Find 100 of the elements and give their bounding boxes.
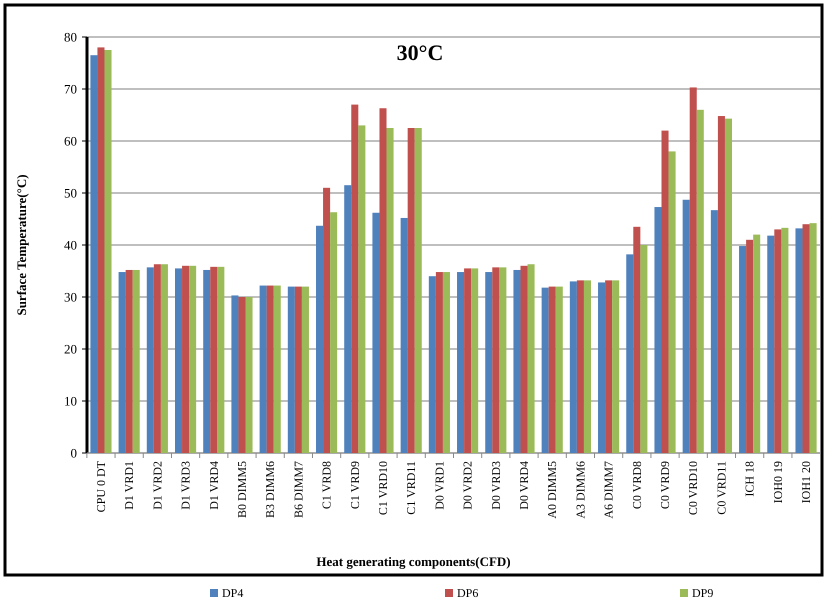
x-tick-label: A6 DIMM7	[602, 461, 616, 519]
y-tick-label: 10	[64, 394, 77, 409]
x-tick-label: D1 VRD3	[178, 461, 193, 510]
bar	[90, 55, 98, 453]
x-tick-label: ICH 18	[742, 461, 757, 497]
bar	[457, 272, 464, 453]
bar	[690, 87, 697, 453]
bar	[231, 295, 238, 453]
bar	[210, 266, 218, 453]
legend-label: DP4	[222, 586, 244, 600]
bar	[118, 272, 126, 453]
legend-label: DP9	[692, 586, 714, 600]
x-tick-label: C0 VRD11	[714, 461, 728, 515]
bar	[464, 268, 472, 453]
x-tick-label: C0 VRD10	[686, 461, 700, 516]
y-tick-label: 50	[64, 186, 77, 201]
bar	[238, 297, 246, 453]
bar	[260, 286, 267, 453]
y-tick-label: 0	[70, 446, 77, 461]
bar	[710, 210, 718, 453]
bar	[217, 266, 224, 453]
bar	[294, 286, 302, 453]
x-tick-label: C0 VRD9	[658, 461, 672, 510]
bar	[718, 116, 725, 453]
x-tick-label: B0 DIMM5	[234, 461, 249, 518]
bar	[126, 270, 133, 453]
bar	[584, 280, 591, 453]
bar	[640, 245, 648, 453]
bar	[802, 224, 810, 453]
y-tick-label: 40	[64, 238, 77, 253]
bar	[499, 267, 506, 453]
x-tick-label: B3 DIMM6	[263, 461, 278, 518]
x-tick-label: C0 VRD8	[630, 461, 644, 510]
bar	[189, 266, 196, 453]
bar	[358, 125, 366, 453]
x-tick-label: D0 VRD3	[488, 461, 503, 510]
bar	[436, 272, 443, 453]
bar	[542, 288, 549, 453]
bar	[520, 266, 528, 453]
bar	[316, 226, 324, 453]
bar	[739, 246, 746, 453]
bar	[485, 272, 492, 453]
bar	[626, 254, 634, 453]
x-axis-title: Heat generating components(CFD)	[316, 554, 511, 569]
bar	[662, 130, 669, 453]
bar	[576, 280, 584, 453]
bar	[810, 223, 817, 453]
bar	[612, 280, 620, 453]
bar	[781, 228, 788, 453]
bar	[97, 47, 104, 453]
bar	[288, 286, 295, 453]
bar	[372, 212, 380, 453]
y-axis-title: Surface Temperature(°C)	[14, 174, 29, 316]
x-tick-label: CPU 0 DT	[94, 460, 108, 512]
bar	[428, 276, 436, 453]
x-tick-label: D1 VRD2	[150, 461, 164, 510]
bar	[408, 128, 415, 453]
x-tick-label: C1 VRD9	[348, 461, 362, 510]
bar	[767, 236, 774, 453]
y-tick-label: 70	[64, 82, 77, 97]
bar	[104, 50, 112, 453]
x-tick-label: B6 DIMM7	[291, 461, 306, 518]
bar	[471, 268, 478, 453]
bar	[774, 229, 782, 453]
bar	[795, 228, 803, 453]
bar	[696, 110, 704, 453]
bar	[174, 268, 182, 453]
y-tick-label: 30	[64, 290, 77, 305]
y-tick-label: 60	[64, 134, 77, 149]
x-tick-label: D1 VRD4	[206, 461, 221, 510]
bar	[724, 118, 732, 453]
x-tick-label: D1 VRD1	[122, 461, 136, 510]
bar	[753, 234, 760, 453]
x-tick-label: C1 VRD11	[404, 461, 418, 515]
x-tick-label: A0 DIMM5	[545, 461, 560, 519]
bar	[400, 218, 408, 453]
bar	[556, 286, 563, 453]
bar	[386, 128, 394, 453]
bar	[570, 281, 577, 453]
bar	[160, 264, 168, 453]
bar	[330, 212, 338, 453]
bar	[492, 267, 500, 453]
bar	[668, 151, 676, 453]
bar	[414, 128, 422, 453]
bar	[598, 282, 606, 453]
x-tick-label: D0 VRD2	[460, 461, 475, 510]
bar	[654, 207, 662, 453]
bar	[344, 185, 352, 453]
bar	[274, 286, 281, 453]
bar	[682, 200, 690, 453]
bar	[605, 280, 612, 453]
bar	[513, 270, 520, 453]
bar	[323, 188, 330, 453]
bar	[379, 108, 387, 453]
bar	[633, 226, 640, 453]
bar	[154, 264, 161, 453]
bar	[146, 267, 154, 453]
x-tick-label: C1 VRD8	[320, 461, 334, 510]
bar	[351, 104, 358, 453]
chart-title: 30°C	[396, 40, 444, 65]
